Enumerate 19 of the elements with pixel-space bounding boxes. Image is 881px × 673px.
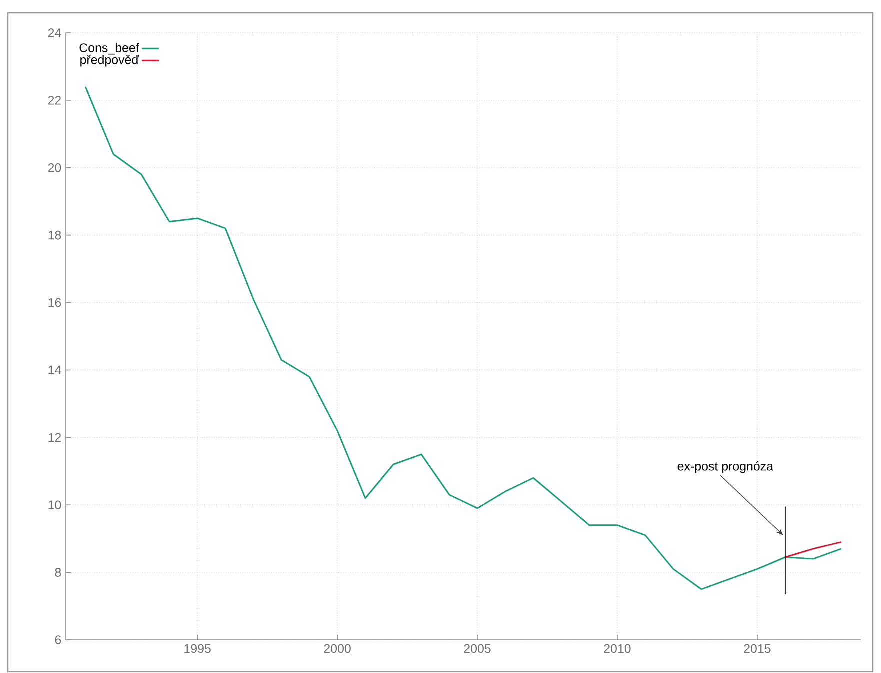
y-tick-label: 22: [48, 96, 62, 105]
line-series: [84, 86, 842, 590]
y-tick-label: 6: [55, 636, 62, 645]
legend-label: Cons_beef: [80, 43, 140, 55]
y-tick-label: 20: [48, 164, 62, 172]
y-tick-label: 16: [48, 298, 62, 308]
x-tick-label: 2005: [464, 644, 491, 654]
y-tick-label: 24: [48, 28, 62, 38]
annotation: ex-post prognóza: [678, 462, 774, 474]
x-tick-label: 2000: [324, 644, 351, 654]
x-tick-label: 1995: [184, 644, 211, 654]
y-tick-label: 14: [48, 366, 62, 375]
y-tick-label: 18: [48, 231, 62, 240]
x-tick-label: 2010: [604, 644, 631, 654]
y-tick-label: 12: [48, 434, 62, 442]
y-tick-label: 10: [48, 500, 62, 510]
legend-label: předpověď: [80, 55, 140, 67]
x-tick-label: 2015: [744, 644, 771, 654]
y-tick-label: 8: [55, 568, 62, 578]
